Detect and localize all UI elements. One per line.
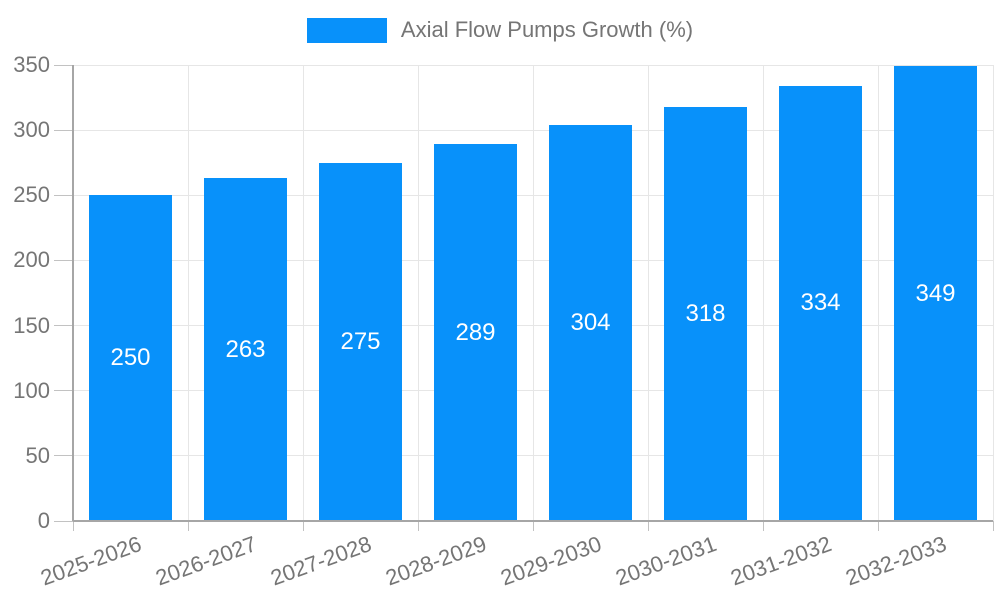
x-axis-line: [73, 520, 993, 522]
x-axis-label: 2032-2033: [842, 531, 951, 591]
y-axis-label: 200: [13, 247, 50, 273]
y-tick-mark: [54, 129, 73, 131]
bar[interactable]: [894, 66, 977, 521]
v-gridline: [187, 65, 189, 521]
y-axis-label: 350: [13, 52, 50, 77]
x-tick-mark: [992, 521, 994, 531]
y-axis-label: 0: [37, 508, 50, 533]
bar[interactable]: [319, 162, 402, 521]
bar-value-label: 304: [570, 308, 611, 336]
y-tick-mark: [54, 390, 73, 392]
bar-value-label: 349: [915, 279, 956, 307]
y-axis-line: [72, 65, 74, 521]
bar[interactable]: [779, 85, 862, 521]
x-tick-mark: [877, 521, 879, 531]
bar[interactable]: [89, 195, 172, 521]
y-axis-label: 150: [13, 312, 50, 338]
y-tick-mark: [54, 194, 73, 196]
v-gridline: [302, 65, 304, 521]
x-tick-mark: [72, 521, 74, 531]
x-axis-label: 2025-2026: [37, 531, 146, 591]
x-axis-label: 2029-2030: [497, 531, 606, 591]
legend-label: Axial Flow Pumps Growth (%): [400, 17, 694, 42]
y-axis-label: 100: [13, 377, 50, 403]
v-gridline: [647, 65, 649, 521]
v-gridline: [762, 65, 764, 521]
x-tick-mark: [762, 521, 764, 531]
y-axis-label: 250: [13, 182, 50, 208]
bar-value-label: 318: [685, 299, 726, 327]
bar[interactable]: [549, 124, 632, 521]
v-gridline: [877, 65, 879, 521]
bar-value-label: 250: [110, 344, 151, 372]
bar[interactable]: [434, 144, 517, 521]
y-tick-mark: [54, 520, 73, 522]
bar-value-label: 334: [800, 289, 841, 317]
y-axis-label: 50: [25, 442, 50, 468]
bar[interactable]: [664, 106, 747, 521]
y-axis-label: 300: [13, 117, 50, 143]
y-tick-mark: [54, 325, 73, 327]
v-gridline: [417, 65, 419, 521]
x-tick-mark: [647, 521, 649, 531]
v-gridline: [992, 65, 994, 521]
bar-value-label: 289: [455, 318, 496, 346]
x-axis-label: 2027-2028: [267, 531, 376, 591]
bar[interactable]: [204, 178, 287, 521]
x-axis-label: 2028-2029: [382, 531, 491, 591]
y-tick-mark: [54, 455, 73, 457]
x-tick-mark: [417, 521, 419, 531]
x-tick-mark: [532, 521, 534, 531]
x-axis-label: 2026-2027: [152, 531, 261, 591]
legend-item[interactable]: Axial Flow Pumps Growth (%): [306, 17, 694, 43]
v-gridline: [532, 65, 534, 521]
y-tick-mark: [54, 64, 73, 66]
y-tick-mark: [54, 259, 73, 261]
bar-value-label: 263: [225, 335, 266, 363]
x-axis-label: 2030-2031: [612, 531, 721, 591]
x-tick-mark: [302, 521, 304, 531]
legend: Axial Flow Pumps Growth (%): [0, 17, 1000, 43]
x-tick-mark: [187, 521, 189, 531]
bar-value-label: 275: [340, 327, 381, 355]
legend-swatch-icon: [306, 17, 387, 43]
x-axis-label: 2031-2032: [727, 531, 836, 591]
